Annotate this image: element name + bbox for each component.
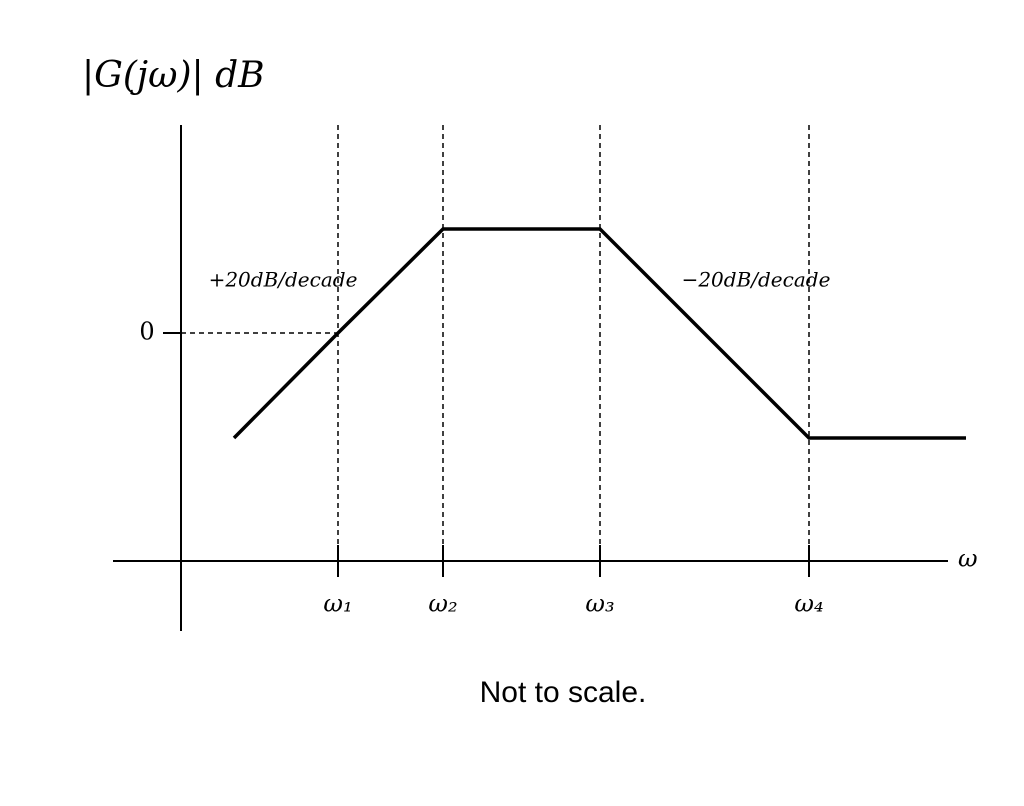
magnitude-curve — [232, 227, 966, 440]
corner-guides — [337, 125, 810, 577]
x-tick-label: ω₂ — [428, 590, 457, 618]
x-tick-label: ω₃ — [585, 590, 614, 618]
x-axis-label: ω — [958, 545, 978, 573]
diagram-title: |G(jω)| dB — [82, 55, 265, 96]
slope-annotation: −20dB/decade — [682, 268, 831, 292]
slope-annotation: +20dB/decade — [209, 268, 358, 292]
x-tick-label: ω₄ — [794, 590, 823, 618]
x-tick-label: ω₁ — [323, 590, 352, 618]
caption: Not to scale. — [480, 676, 647, 709]
zero-label: 0 — [139, 318, 154, 346]
